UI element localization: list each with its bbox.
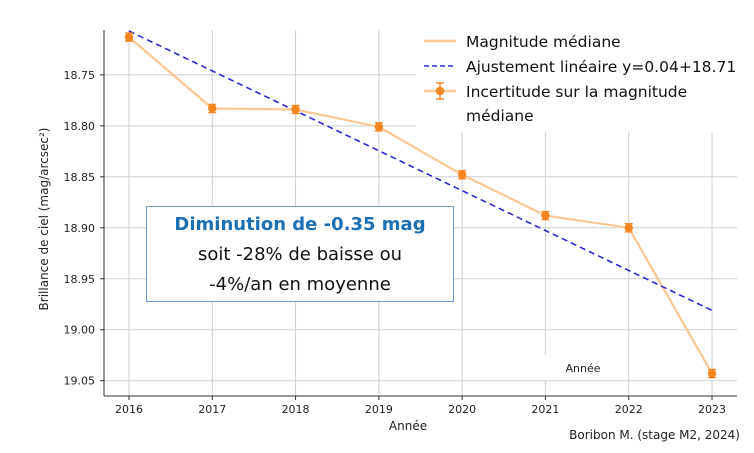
credit-text: Boribon M. (stage M2, 2024) xyxy=(569,428,740,442)
data-point-3 xyxy=(374,122,384,132)
axes: 2016 2017 2018 2019 2020 2021 2022 2023 18.75 18.… xyxy=(64,30,737,416)
data-point-7 xyxy=(707,369,717,378)
y-tick-label-2: 18.85 xyxy=(64,171,96,184)
inner-label-box: Année xyxy=(541,355,625,380)
legend-label-errorbar-1: Incertitude sur la magnitude xyxy=(466,83,687,101)
data-point-2 xyxy=(291,105,300,114)
data-point-0 xyxy=(124,32,134,42)
series-median-line xyxy=(128,36,713,375)
legend-label-fit: Ajustement linéaire y=0.04+18.71 xyxy=(466,58,736,76)
x-tick-label-0: 2016 xyxy=(115,403,143,416)
legend-label-median: Magnitude médiane xyxy=(466,33,621,51)
y-tick-label-5: 19.00 xyxy=(64,324,96,337)
y-tick-label-4: 18.95 xyxy=(64,273,96,286)
legend-label-errorbar-2: médiane xyxy=(466,107,534,125)
plot-area xyxy=(124,30,717,379)
annotation-title: Diminution de -0.35 mag xyxy=(174,214,426,235)
annotation-line-2: soit -28% de baisse ou xyxy=(197,244,403,265)
data-point-6 xyxy=(624,223,633,232)
x-tick-label-2: 2018 xyxy=(282,403,310,416)
annotation-box: Diminution de -0.35 mag soit -28% de bai… xyxy=(146,206,454,302)
x-tick-label-6: 2022 xyxy=(615,403,643,416)
data-point-4 xyxy=(457,170,467,179)
y-tick-label-0: 18.75 xyxy=(64,69,96,82)
legend-swatch-errorbar xyxy=(424,82,456,100)
legend: Magnitude médiane Ajustement linéaire y=… xyxy=(416,30,746,132)
x-tick-label-4: 2020 xyxy=(448,403,476,416)
data-point-1 xyxy=(208,104,217,113)
y-tick-label-6: 19.05 xyxy=(64,375,96,388)
x-tick-label-7: 2023 xyxy=(698,403,726,416)
series-fit-line xyxy=(128,30,713,312)
y-tick-label-1: 18.80 xyxy=(64,120,96,133)
y-tick-label-3: 18.90 xyxy=(64,222,96,235)
x-tick-label-5: 2021 xyxy=(531,403,559,416)
data-point-5 xyxy=(541,211,550,220)
inner-year-label: Année xyxy=(565,362,600,375)
x-axis-title: Année xyxy=(389,419,427,433)
y-axis-title: Brillance de ciel (mag/arcsec²) xyxy=(37,128,51,311)
x-tick-label-3: 2019 xyxy=(365,403,393,416)
x-tick-label-1: 2017 xyxy=(198,403,226,416)
annotation-line-3: -4%/an en moyenne xyxy=(209,274,391,295)
